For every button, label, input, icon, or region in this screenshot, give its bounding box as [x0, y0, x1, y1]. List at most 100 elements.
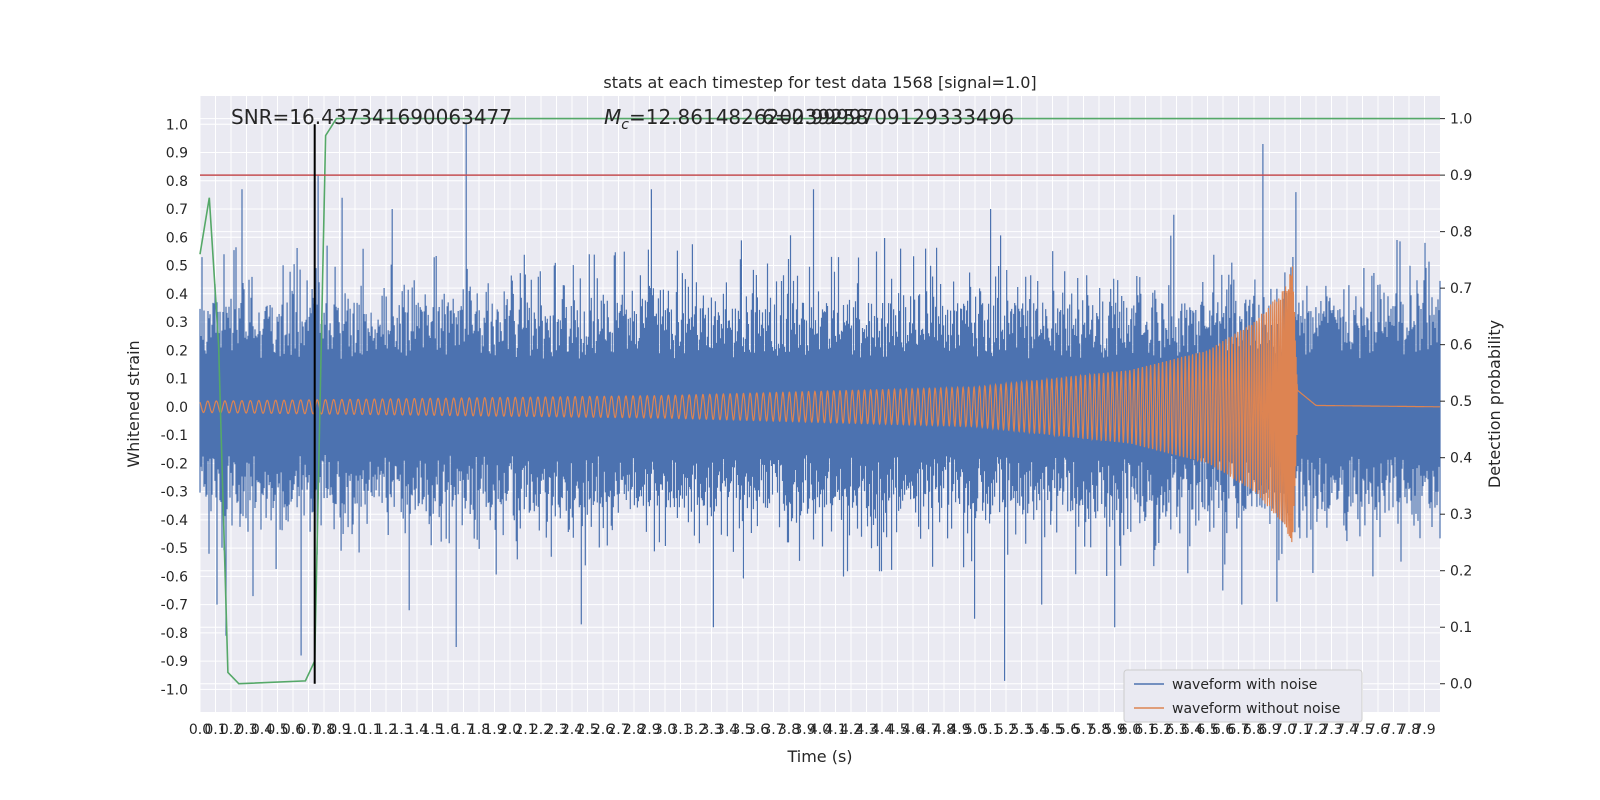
x-tick-label: 5.8	[1088, 722, 1110, 738]
y-tick-label: 0.8	[166, 174, 188, 190]
x-tick-label: 4.4	[871, 722, 893, 738]
x-tick-label: 0.9	[328, 722, 350, 738]
x-tick-label: 6.9	[1258, 722, 1280, 738]
y-tick-label: 1.0	[166, 117, 188, 133]
chirp-mass-symbol: M	[604, 105, 621, 129]
x-tick-label: 4.0	[809, 722, 831, 738]
x-tick-label: 5.3	[1010, 722, 1032, 738]
y-tick-label: 0.0	[166, 400, 188, 416]
x-tick-label: 5.9	[1103, 722, 1125, 738]
y-tick-label: 0.3	[166, 315, 188, 331]
x-tick-label: 0.1	[204, 722, 226, 738]
x-tick-label: 2.7	[607, 722, 629, 738]
x-tick-label: 1.1	[359, 722, 381, 738]
x-tick-label: 2.0	[499, 722, 521, 738]
x-tick-label: 3.2	[685, 722, 707, 738]
x-tick-label: 1.6	[437, 722, 459, 738]
x-tick-label: 4.1	[824, 722, 846, 738]
x-tick-label: 3.3	[700, 722, 722, 738]
x-tick-label: 7.4	[1336, 722, 1358, 738]
x-tick-label: 3.4	[716, 722, 738, 738]
x-tick-label: 5.0	[964, 722, 986, 738]
y2-tick-label: 0.6	[1450, 338, 1472, 354]
x-tick-label: 1.5	[421, 722, 443, 738]
x-tick-label: 0.2	[220, 722, 242, 738]
x-tick-label: 6.3	[1165, 722, 1187, 738]
x-tick-label: 3.8	[778, 722, 800, 738]
x-tick-label: 5.5	[1041, 722, 1063, 738]
x-tick-label: 5.6	[1057, 722, 1079, 738]
x-tick-label: 1.3	[390, 722, 412, 738]
x-tick-label: 1.7	[452, 722, 474, 738]
x-tick-label: 3.7	[762, 722, 784, 738]
x-tick-label: 6.7	[1227, 722, 1249, 738]
legend: waveform with noise waveform without noi…	[1123, 669, 1363, 723]
x-tick-label: 4.6	[902, 722, 924, 738]
clean-waveform-series	[199, 266, 1440, 543]
y-tick-label: -0.5	[161, 541, 188, 557]
x-tick-label: 7.8	[1398, 722, 1420, 738]
y-tick-labels: 1.0 0.9 0.8 0.7 0.6 0.5 0.4 0.3 0.2 0.1 0.0 -0.1 -0.…	[161, 117, 188, 698]
x-tick-label: 0.5	[266, 722, 288, 738]
y-tick-label: 0.4	[166, 287, 188, 303]
x-tick-label: 2.3	[545, 722, 567, 738]
x-tick-label: 0.4	[251, 722, 273, 738]
x-tick-label: 7.9	[1413, 722, 1435, 738]
x-tick-label: 2.8	[623, 722, 645, 738]
x-tick-label: 6.0	[1119, 722, 1141, 738]
y2-tick-label: 0.8	[1450, 225, 1472, 241]
y2-tick-label: 0.4	[1450, 451, 1472, 467]
x-tick-label: 4.5	[886, 722, 908, 738]
y-tick-label: -0.8	[161, 626, 188, 642]
x-tick-label: 5.1	[979, 722, 1001, 738]
x-tick-label: 4.3	[855, 722, 877, 738]
chart-title: stats at each timestep for test data 156…	[603, 73, 1036, 92]
y-tick-label: -0.7	[161, 598, 188, 614]
y2-tick-label: 0.9	[1450, 168, 1472, 184]
x-tick-label: 6.2	[1150, 722, 1172, 738]
y2-tick-label: 0.7	[1450, 281, 1472, 297]
x-tick-label: 3.5	[731, 722, 753, 738]
x-tick-label: 7.0	[1274, 722, 1296, 738]
x-tick-label: 7.3	[1320, 722, 1342, 738]
y-tick-label: 0.1	[166, 372, 188, 388]
reference-lines	[200, 124, 1440, 684]
x-tick-label: 1.2	[375, 722, 397, 738]
chirp-mass-annotation: Mc=12.861482620239258	[604, 105, 868, 133]
y2-tick-label: 0.0	[1450, 677, 1472, 693]
x-tick-label: 7.5	[1351, 722, 1373, 738]
x-tick-label: 6.4	[1181, 722, 1203, 738]
y2-tick-labels: 1.0 0.9 0.8 0.7 0.6 0.5 0.4 0.3 0.2 0.1 0.0	[1440, 112, 1472, 693]
x-tick-label: 5.7	[1072, 722, 1094, 738]
snr-annotation: SNR=16.437341690063477	[231, 105, 512, 129]
y-tick-label: 0.6	[166, 230, 188, 246]
x-tick-label: 1.9	[483, 722, 505, 738]
x-tick-label: 3.9	[793, 722, 815, 738]
x-axis-label: Time (s)	[786, 747, 852, 766]
x-tick-label: 3.0	[654, 722, 676, 738]
detection-probability-line	[199, 117, 1440, 685]
x-tick-label: 2.2	[530, 722, 552, 738]
x-tick-labels: 0.00.10.20.30.40.50.60.70.80.91.01.11.21…	[189, 722, 1436, 738]
x-tick-label: 7.7	[1382, 722, 1404, 738]
x-tick-label: 2.9	[638, 722, 660, 738]
y-tick-label: 0.9	[166, 146, 188, 162]
y-axis-label: Whitened strain	[124, 340, 143, 467]
y-tick-label: -1.0	[161, 682, 188, 698]
x-tick-label: 2.5	[576, 722, 598, 738]
y-tick-label: -0.2	[161, 456, 188, 472]
x-tick-label: 4.2	[840, 722, 862, 738]
x-tick-label: 1.0	[344, 722, 366, 738]
x-tick-label: 7.6	[1367, 722, 1389, 738]
y2-tick-label: 0.5	[1450, 394, 1472, 410]
y-tick-label: -0.9	[161, 654, 188, 670]
y2-tick-label: 0.3	[1450, 507, 1472, 523]
detection-probability-series	[199, 117, 1440, 685]
y-tick-label: -0.6	[161, 569, 188, 585]
overlap-annotation: 6=0.9999709129333496	[762, 105, 1014, 129]
legend-label-clean: waveform without noise	[1172, 701, 1340, 717]
chirp-mass-subscript: c	[621, 117, 629, 133]
x-tick-label: 6.5	[1196, 722, 1218, 738]
y2-tick-label: 0.1	[1450, 620, 1472, 636]
